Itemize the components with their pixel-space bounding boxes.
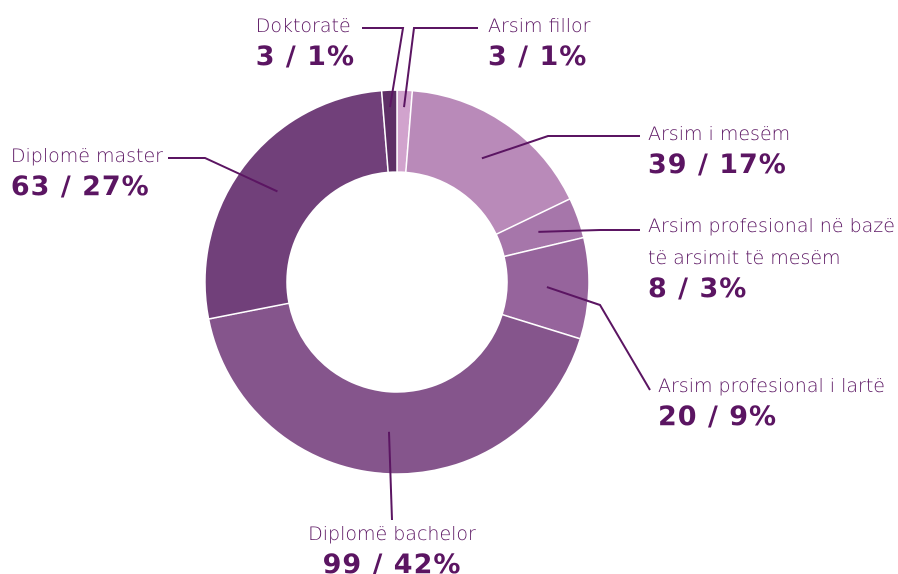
leader-line xyxy=(362,27,405,108)
leader-line xyxy=(403,27,478,108)
leader-line xyxy=(481,135,640,160)
donut-slice xyxy=(204,89,389,320)
leader-line xyxy=(168,157,278,193)
slice-label: Arsim fillor 3 / 1% xyxy=(488,10,591,72)
category-label: Arsim profesional i lartë xyxy=(658,375,885,397)
slice-label: Arsim profesional në bazë të arsimit të … xyxy=(648,210,898,304)
category-label: Diplomë master xyxy=(10,145,163,167)
value-label: 8 / 3% xyxy=(648,273,748,304)
category-label: Diplomë bachelor xyxy=(308,523,476,545)
slice-label: Doktoratë 3 / 1% xyxy=(256,10,355,72)
value-label: 39 / 17% xyxy=(648,149,787,180)
value-label: 63 / 27% xyxy=(10,171,150,202)
category-label: Doktoratë xyxy=(255,15,351,37)
value-label: 99 / 42% xyxy=(322,549,462,574)
value-label: 20 / 9% xyxy=(658,401,778,432)
leader-line xyxy=(546,286,651,391)
value-label: 3 / 1% xyxy=(488,41,588,72)
donut-slice xyxy=(380,89,398,174)
donut-slice xyxy=(207,302,582,475)
slice-label: Arsim profesional i lartë 20 / 9% xyxy=(658,370,885,432)
slice-label: Diplomë bachelor 99 / 42% xyxy=(242,518,542,574)
category-label: Arsim profesional në bazë të arsimit të … xyxy=(648,215,895,269)
slice-label: Diplomë master 63 / 27% xyxy=(11,140,163,202)
category-label: Arsim i mesëm xyxy=(648,123,791,145)
value-label: 3 / 1% xyxy=(255,41,355,72)
slice-label: Arsim i mesëm 39 / 17% xyxy=(648,118,790,180)
category-label: Arsim fillor xyxy=(488,15,591,37)
leader-line xyxy=(538,229,640,233)
leader-line xyxy=(387,431,393,521)
